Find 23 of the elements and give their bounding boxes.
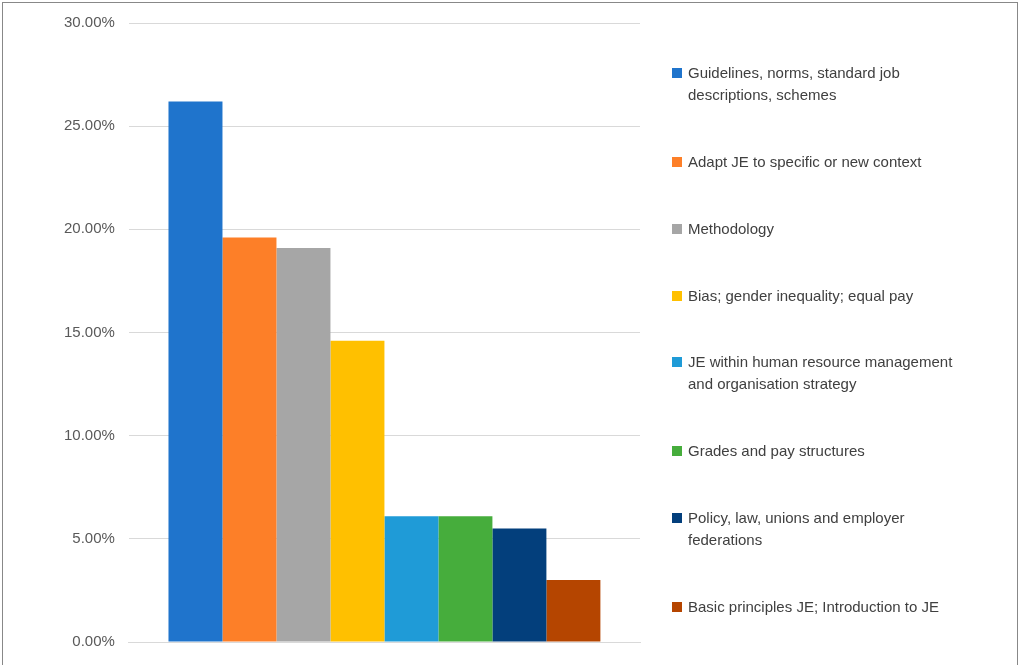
bar (492, 528, 547, 642)
legend-label: Guidelines, norms, standard job descriptions, schemes (688, 63, 901, 106)
y-tick-label: 0.00% (72, 632, 115, 650)
bar (384, 516, 439, 642)
bar (276, 247, 331, 642)
bar (546, 580, 601, 642)
y-tick-label: 25.00% (64, 116, 115, 134)
legend-label: Grades and pay structures (688, 441, 865, 462)
legend-label: Policy, law, unions and employer federations (688, 507, 906, 550)
bar (168, 101, 223, 642)
legend-label: Bias; gender inequality; equal pay (688, 285, 914, 306)
y-tick-label: 30.00% (64, 13, 115, 31)
legend-label: Adapt JE to specific or new context (688, 152, 922, 173)
y-tick-label: 20.00% (64, 219, 115, 237)
y-tick-label: 10.00% (64, 425, 115, 443)
legend-label: JE within human resource management and organisation strategy (688, 352, 954, 395)
legend-label: Methodology (688, 218, 774, 239)
bar (330, 340, 385, 642)
bar (222, 237, 277, 642)
legend-label: Basic principles JE; Introduction to JE (688, 596, 939, 617)
bar (438, 516, 493, 642)
y-tick-label: 15.00% (64, 322, 115, 340)
y-tick-label: 5.00% (72, 528, 115, 546)
